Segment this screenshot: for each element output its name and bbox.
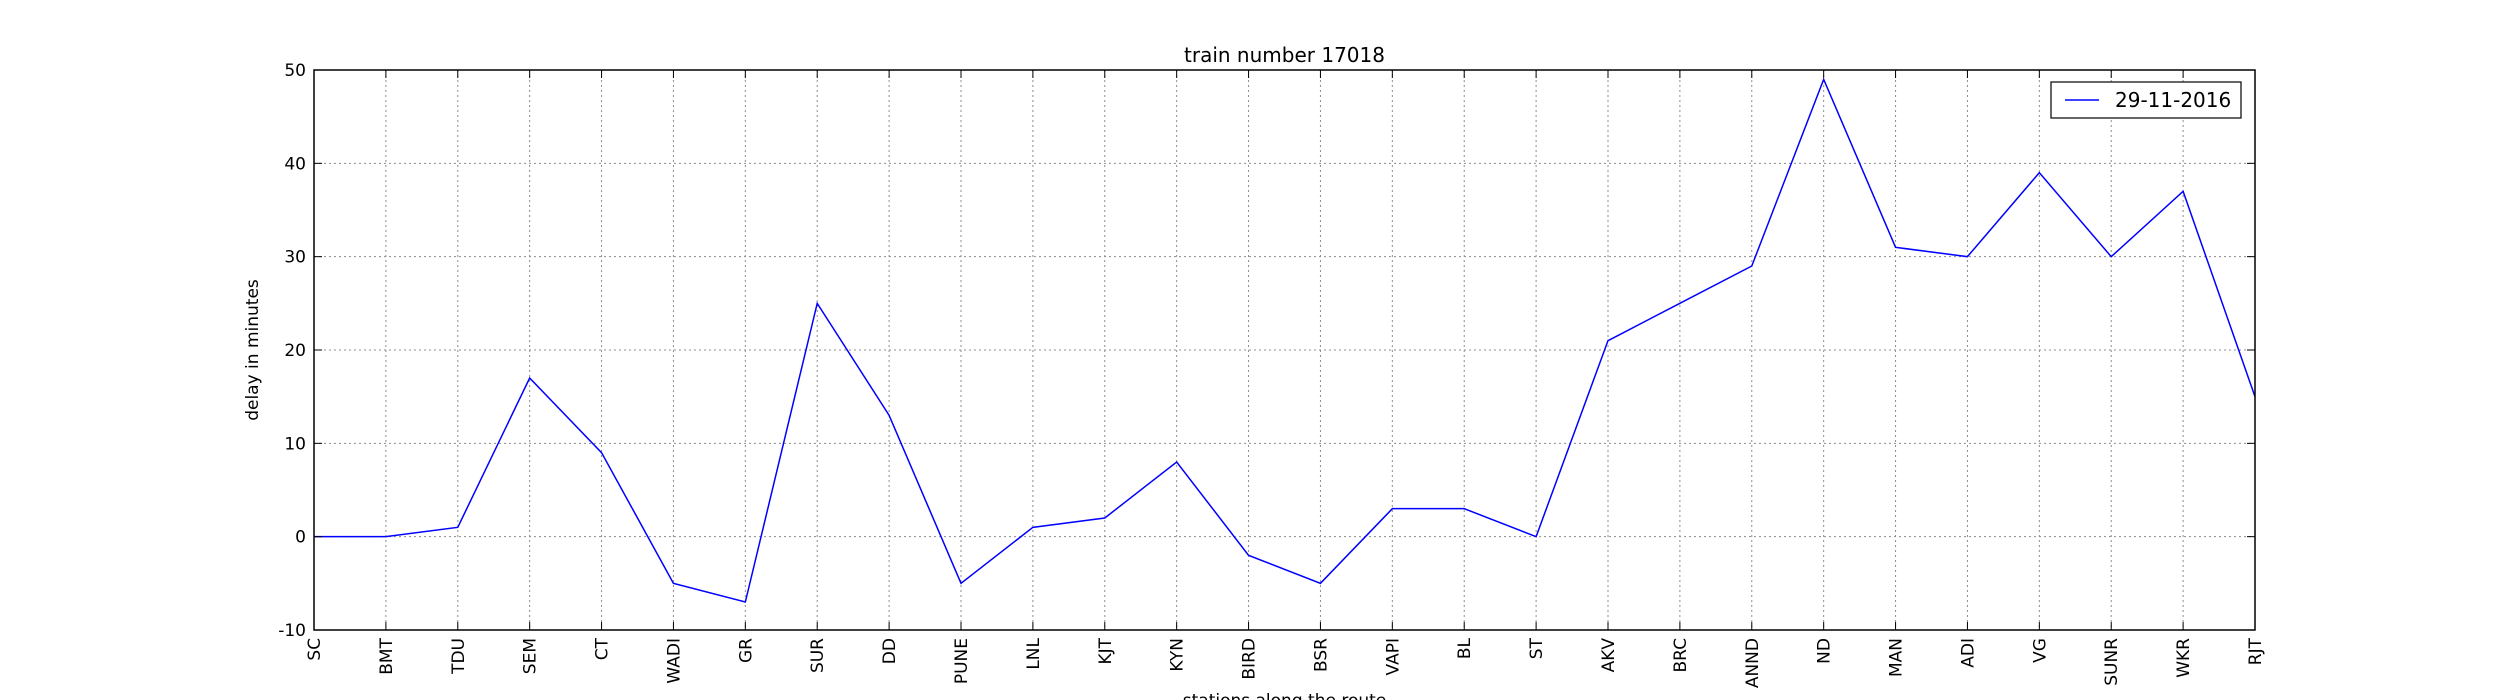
x-tick-label: AKV (1599, 638, 1619, 673)
x-tick-label: DD (880, 638, 900, 664)
x-tick-label: KYN (1168, 638, 1188, 672)
x-tick-label: WKR (2174, 638, 2194, 678)
x-tick-label: SUR (808, 638, 828, 673)
x-tick-label: ADI (1958, 638, 1978, 668)
x-tick-label: GR (736, 638, 756, 663)
x-tick-label: SEM (521, 638, 541, 674)
x-tick-label: WADI (664, 638, 684, 684)
y-tick-label: 0 (295, 528, 306, 548)
x-tick-label: ST (1527, 637, 1547, 659)
series-line (314, 77, 2256, 603)
y-tick-label: 40 (284, 154, 306, 174)
x-axis-label: stations along the route (1183, 691, 1387, 700)
y-axis-label: delay in minutes (243, 279, 263, 421)
x-tick-label: ANND (1743, 638, 1763, 688)
legend: 29-11-2016 (2050, 81, 2242, 119)
x-tick-label: VAPI (1383, 638, 1403, 675)
x-tick-label: VG (2030, 638, 2050, 663)
chart-title: train number 17018 (1184, 43, 1385, 67)
x-tick-label: BSR (1311, 638, 1331, 672)
y-tick-label: 10 (284, 434, 306, 454)
legend-entry-label: 29-11-2016 (2115, 88, 2231, 112)
x-tick-label: TDU (449, 638, 469, 675)
x-tick-label: BIRD (1240, 638, 1260, 680)
x-tick-label: PUNE (952, 638, 972, 684)
x-tick-label: LNL (1024, 637, 1044, 669)
x-tick-label: SC (305, 638, 325, 661)
x-tick-label: KJT (1096, 637, 1116, 664)
x-tick-label: CT (593, 637, 613, 660)
x-tick-label: BRC (1671, 638, 1691, 673)
y-axis: -10 0 10 20 30 40 50 (278, 61, 2255, 641)
x-tick-label: BL (1455, 637, 1475, 659)
x-tick-label: MAN (1887, 638, 1907, 677)
series-layer (314, 77, 2256, 603)
x-tick-label: BMT (377, 637, 397, 674)
x-tick-label: ND (1815, 638, 1835, 664)
y-tick-label: 30 (284, 248, 306, 268)
x-tick-label: SUNR (2102, 638, 2122, 686)
grid-lines (313, 69, 2256, 631)
y-tick-label: 20 (284, 341, 306, 361)
y-tick-label: -10 (278, 621, 306, 641)
y-tick-label: 50 (284, 61, 306, 81)
x-tick-label: RJT (2246, 637, 2266, 665)
x-axis: SC BMT TDU SEM CT WADI GR SUR DD PUNE LNL KJT KYN BIR… (305, 70, 2266, 688)
